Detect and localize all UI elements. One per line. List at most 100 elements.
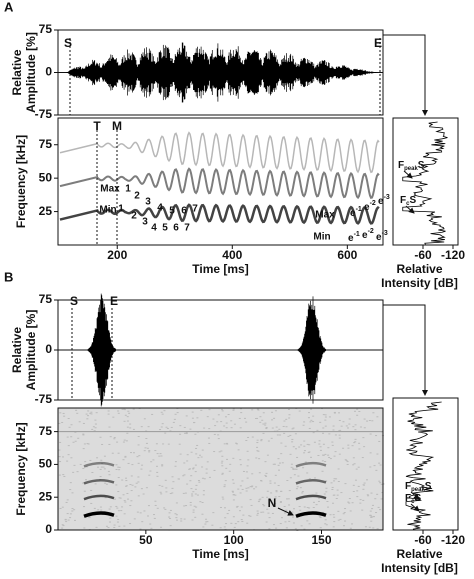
noise xyxy=(357,466,360,468)
noise xyxy=(291,428,294,430)
noise xyxy=(197,480,200,482)
noise xyxy=(58,456,61,458)
noise xyxy=(294,433,297,435)
noise xyxy=(274,502,277,504)
noise xyxy=(325,524,328,526)
noise xyxy=(259,498,262,500)
x-tick-label: 100 xyxy=(224,533,244,547)
noise xyxy=(337,468,340,470)
text-part: F xyxy=(398,160,404,171)
noise xyxy=(337,412,340,414)
noise xyxy=(274,410,277,412)
noise xyxy=(108,443,111,445)
noise xyxy=(117,477,120,479)
noise xyxy=(297,513,300,515)
noise xyxy=(378,480,381,482)
y-tick-label: 50 xyxy=(39,457,53,471)
noise xyxy=(169,509,172,511)
noise xyxy=(358,448,361,450)
noise xyxy=(94,423,97,425)
noise xyxy=(347,447,350,449)
noise xyxy=(216,421,219,423)
noise xyxy=(99,436,102,438)
noise xyxy=(217,438,220,440)
plot-frame xyxy=(57,407,384,531)
noise xyxy=(359,499,362,501)
noise xyxy=(232,457,235,459)
noise xyxy=(317,500,320,502)
noise xyxy=(124,414,127,416)
noise xyxy=(371,420,374,422)
noise xyxy=(295,488,298,490)
text-part: F xyxy=(400,195,406,206)
noise xyxy=(235,443,238,445)
noise xyxy=(123,513,126,515)
text-part: e xyxy=(350,208,356,219)
harmonic xyxy=(295,494,327,501)
noise xyxy=(306,472,309,474)
noise xyxy=(233,423,236,425)
noise xyxy=(190,488,193,490)
noise xyxy=(121,506,124,508)
noise xyxy=(354,438,357,440)
noise xyxy=(198,481,201,483)
noise xyxy=(276,434,279,436)
noise xyxy=(271,427,274,429)
y-tick-label: 75 xyxy=(39,22,53,36)
noise xyxy=(319,421,322,423)
noise xyxy=(356,408,359,410)
noise xyxy=(331,441,334,443)
noise xyxy=(71,508,74,510)
noise xyxy=(205,472,208,474)
noise xyxy=(271,419,274,421)
noise xyxy=(315,504,318,506)
noise xyxy=(268,517,271,519)
noise xyxy=(191,495,194,497)
text-part: -3 xyxy=(384,194,390,201)
noise xyxy=(223,507,226,509)
noise xyxy=(86,415,89,417)
noise xyxy=(118,525,121,527)
noise xyxy=(83,527,86,529)
noise xyxy=(363,446,366,448)
connector xyxy=(383,34,428,116)
noise xyxy=(266,508,269,510)
noise xyxy=(333,411,336,413)
noise xyxy=(342,525,345,527)
noise xyxy=(178,443,181,445)
noise xyxy=(372,527,375,529)
noise xyxy=(160,526,163,528)
annotation: 1 xyxy=(125,184,131,195)
noise xyxy=(283,512,286,514)
noise xyxy=(74,440,77,442)
noise xyxy=(198,454,201,456)
noise xyxy=(245,471,248,473)
noise xyxy=(332,494,335,496)
noise xyxy=(154,450,157,452)
text-part: c xyxy=(411,499,415,505)
noise xyxy=(73,509,76,511)
noise xyxy=(246,465,249,467)
annotation: 7 xyxy=(184,223,190,234)
noise xyxy=(117,518,120,520)
annotation: 6 xyxy=(173,223,179,234)
noise xyxy=(82,448,85,450)
noise xyxy=(154,500,157,502)
noise xyxy=(115,505,118,507)
noise xyxy=(196,494,199,496)
noise xyxy=(163,507,166,509)
noise xyxy=(289,477,292,479)
noise xyxy=(237,488,240,490)
noise xyxy=(308,478,311,480)
noise xyxy=(242,470,245,472)
noise xyxy=(251,473,254,475)
noise xyxy=(94,483,97,485)
noise xyxy=(353,442,356,444)
noise xyxy=(192,468,195,470)
noise xyxy=(221,465,224,467)
noise xyxy=(331,488,334,490)
noise xyxy=(85,413,88,415)
noise xyxy=(309,421,312,423)
noise xyxy=(221,472,224,474)
noise xyxy=(200,456,203,458)
